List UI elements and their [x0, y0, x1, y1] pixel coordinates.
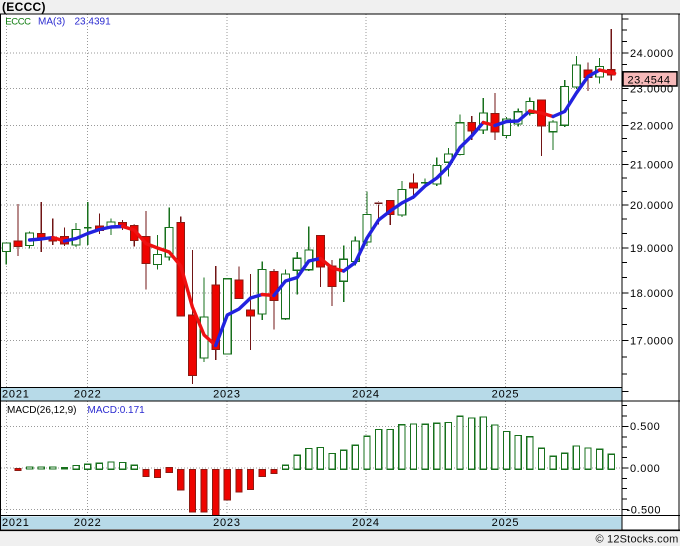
svg-text:23.0000: 23.0000 — [630, 83, 674, 95]
svg-text:23.4391: 23.4391 — [75, 17, 112, 28]
svg-text:21.0000: 21.0000 — [630, 159, 674, 171]
svg-text:2021: 2021 — [2, 389, 30, 401]
svg-text:0.500: 0.500 — [630, 421, 660, 433]
svg-text:18.0000: 18.0000 — [630, 288, 674, 300]
svg-text:22.0000: 22.0000 — [630, 121, 674, 133]
svg-text:ECCC: ECCC — [5, 17, 31, 28]
svg-text:2023: 2023 — [213, 517, 241, 529]
svg-text:-0.500: -0.500 — [627, 504, 662, 516]
svg-text:19.0000: 19.0000 — [630, 243, 674, 255]
svg-text:24.0000: 24.0000 — [630, 48, 674, 60]
svg-text:MACD(26,12,9): MACD(26,12,9) — [7, 405, 76, 416]
svg-text:2023: 2023 — [213, 389, 241, 401]
svg-text:2022: 2022 — [74, 517, 102, 529]
svg-text:0.000: 0.000 — [630, 463, 660, 475]
svg-text:MA(3): MA(3) — [38, 17, 65, 28]
svg-text:(ECCC): (ECCC) — [2, 0, 46, 14]
svg-text:2021: 2021 — [2, 517, 30, 529]
svg-text:MACD:0.171: MACD:0.171 — [88, 405, 146, 416]
svg-text:© 12Stocks.com: © 12Stocks.com — [595, 534, 678, 546]
svg-text:2024: 2024 — [352, 517, 380, 529]
svg-text:20.0000: 20.0000 — [630, 200, 674, 212]
svg-text:2025: 2025 — [492, 389, 520, 401]
svg-text:2025: 2025 — [492, 517, 520, 529]
svg-text:23.4544: 23.4544 — [628, 74, 671, 86]
svg-text:17.0000: 17.0000 — [630, 336, 674, 348]
svg-text:2024: 2024 — [352, 389, 380, 401]
svg-text:2022: 2022 — [74, 389, 102, 401]
